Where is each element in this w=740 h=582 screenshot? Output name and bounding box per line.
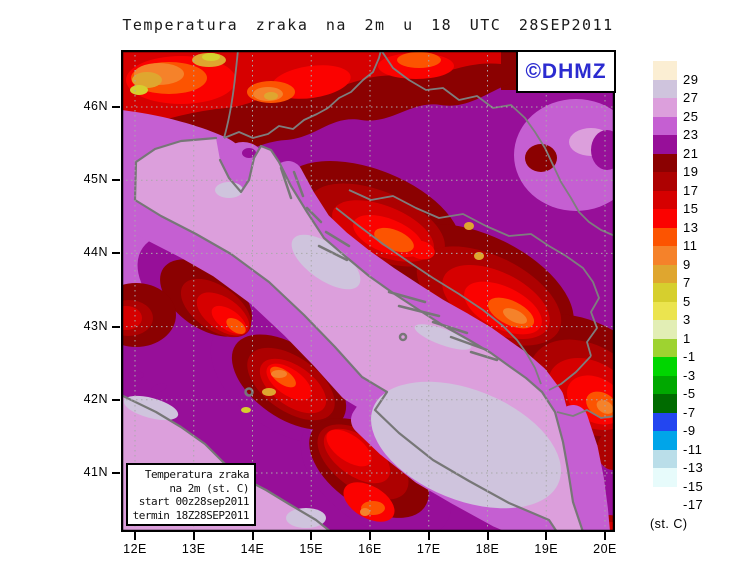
- colorbar-swatch: [653, 264, 677, 284]
- colorbar-swatch: [653, 209, 677, 228]
- latitude-axis: 46N 45N 44N 43N 42N 41N: [0, 50, 121, 532]
- colorbar-swatch: [653, 449, 677, 469]
- lat-tick-label: 43N: [83, 318, 108, 333]
- dhmz-watermark-label: ©DHMZ: [525, 59, 607, 83]
- lon-tick-mark: [545, 532, 548, 540]
- lat-tick-mark: [112, 398, 120, 401]
- colorbar-tick-label: 25: [683, 108, 699, 124]
- colorbar-swatch: [653, 357, 677, 376]
- colorbar-swatch: [653, 394, 677, 413]
- colorbar-swatch: [653, 153, 677, 173]
- lon-tick-label: 14E: [240, 542, 265, 556]
- colorbar-tick-label: 17: [683, 182, 699, 198]
- colorbar-tick-label: 7: [683, 275, 691, 290]
- forecast-info-box: Temperatura zraka na 2m (st. C) start 00z2…: [126, 463, 256, 526]
- colorbar-tick-label: 9: [683, 256, 691, 272]
- colorbar-tick-label: 27: [683, 90, 699, 105]
- lon-tick-label: 19E: [534, 542, 559, 556]
- pannonia-region: [514, 99, 615, 211]
- lat-tick-mark: [112, 179, 120, 182]
- plot-frame: [121, 50, 615, 532]
- colorbar-tick-label: 19: [683, 164, 699, 179]
- colorbar-tick-label: 29: [683, 71, 699, 87]
- lat-tick-label: 46N: [83, 99, 108, 113]
- colorbar-swatch: [653, 190, 677, 210]
- lon-tick-label: 16E: [358, 542, 382, 556]
- longitude-axis: 12E 13E 14E 15E 16E 17E 18E 19E 20E: [121, 531, 621, 559]
- colorbar-tick-label: -1: [683, 349, 696, 364]
- temperature-colorbar: 29 27 25 23 21 19 17 15 13 11 9 7 5 3 1 -1 -3 -5 -7 -9 -11 -1…: [650, 61, 740, 541]
- colorbar-swatch: [653, 301, 677, 321]
- colorbar-swatch: [653, 375, 677, 395]
- lon-tick-mark: [604, 532, 606, 540]
- colorbar-swatch: [653, 61, 677, 80]
- colorbar-swatch: [653, 412, 677, 432]
- info-box-line: start 00z28sep2011: [138, 495, 250, 508]
- lat-tick-mark: [112, 325, 120, 328]
- lat-tick-mark: [112, 252, 120, 255]
- warmest-sea-patches: [123, 182, 561, 528]
- colorbar-tick-label: -9: [683, 423, 696, 438]
- colorbar-tick-label: -11: [683, 441, 703, 457]
- info-box-line: Temperatura zraka: [144, 468, 250, 481]
- lat-tick-mark: [112, 106, 120, 108]
- lat-tick-label: 41N: [83, 465, 108, 479]
- temperature-field-map: [121, 50, 615, 532]
- lon-tick-mark: [369, 532, 371, 540]
- colorbar-tick-label: 15: [683, 201, 699, 216]
- lon-tick-mark: [251, 532, 254, 540]
- colorbar-tick-label: -7: [683, 404, 696, 420]
- page-title: Temperatura zraka na 2m u 18 UTC 28SEP20…: [122, 16, 614, 34]
- colorbar-swatch: [653, 227, 677, 247]
- colorbar-tick-label: -3: [683, 367, 696, 383]
- colorbar-swatch: [653, 116, 677, 136]
- colorbar-tick-label: -17: [683, 497, 704, 512]
- colorbar-tick-label: -13: [683, 460, 704, 475]
- country-borders: [223, 50, 615, 419]
- colorbar-tick-label: 1: [683, 330, 691, 346]
- colorbar-tick-label: 11: [683, 238, 698, 253]
- colorbar-tick-label: 5: [683, 293, 691, 309]
- lon-tick-label: 20E: [593, 542, 617, 556]
- colorbar-tick-label: 13: [683, 219, 699, 235]
- lon-tick-mark: [486, 532, 489, 540]
- colorbar-tick-label: -15: [683, 478, 704, 494]
- dalmatian-islands: [244, 166, 499, 397]
- colorbar-unit-label: (st. C): [650, 517, 688, 531]
- info-box-line: termin 18Z28SEP2011: [132, 508, 250, 522]
- colorbar-swatch: [653, 320, 677, 339]
- colorbar-swatch: [653, 468, 677, 487]
- lat-tick-label: 45N: [83, 172, 108, 187]
- dhmz-watermark-box: ©DHMZ: [516, 50, 616, 93]
- lon-tick-mark: [192, 532, 195, 540]
- colorbar-swatch: [653, 246, 677, 265]
- colorbar-swatch: [653, 135, 677, 154]
- lon-tick-label: 12E: [123, 542, 147, 556]
- map-plot: ©DHMZ Temperatura zraka na 2m (st. C) star…: [121, 50, 616, 532]
- lon-tick-label: 17E: [416, 542, 441, 556]
- lon-tick-mark: [427, 532, 430, 540]
- lon-tick-label: 13E: [181, 542, 206, 556]
- graticule-gridlines: [121, 50, 615, 532]
- lon-tick-label: 18E: [475, 542, 500, 556]
- colorbar-swatch: [653, 79, 677, 99]
- lon-tick-mark: [310, 532, 313, 540]
- colorbar-swatch: [653, 338, 677, 358]
- lat-tick-mark: [112, 472, 120, 474]
- colorbar-tick-label: 23: [683, 127, 699, 142]
- colorbar-swatch: [653, 98, 677, 117]
- lon-tick-label: 15E: [299, 542, 324, 556]
- lat-tick-label: 44N: [83, 245, 108, 260]
- info-box-line: na 2m (st. C): [169, 481, 249, 495]
- colorbar-swatch: [653, 283, 677, 302]
- colorbar-swatch: [653, 172, 677, 191]
- lon-tick-mark: [134, 532, 136, 540]
- colorbar-tick-label: 3: [683, 312, 691, 327]
- colorbar-tick-label: 21: [683, 145, 699, 161]
- colorbar-swatch: [653, 431, 677, 450]
- lat-tick-label: 42N: [83, 391, 108, 406]
- colorbar-tick-label: -5: [683, 386, 696, 401]
